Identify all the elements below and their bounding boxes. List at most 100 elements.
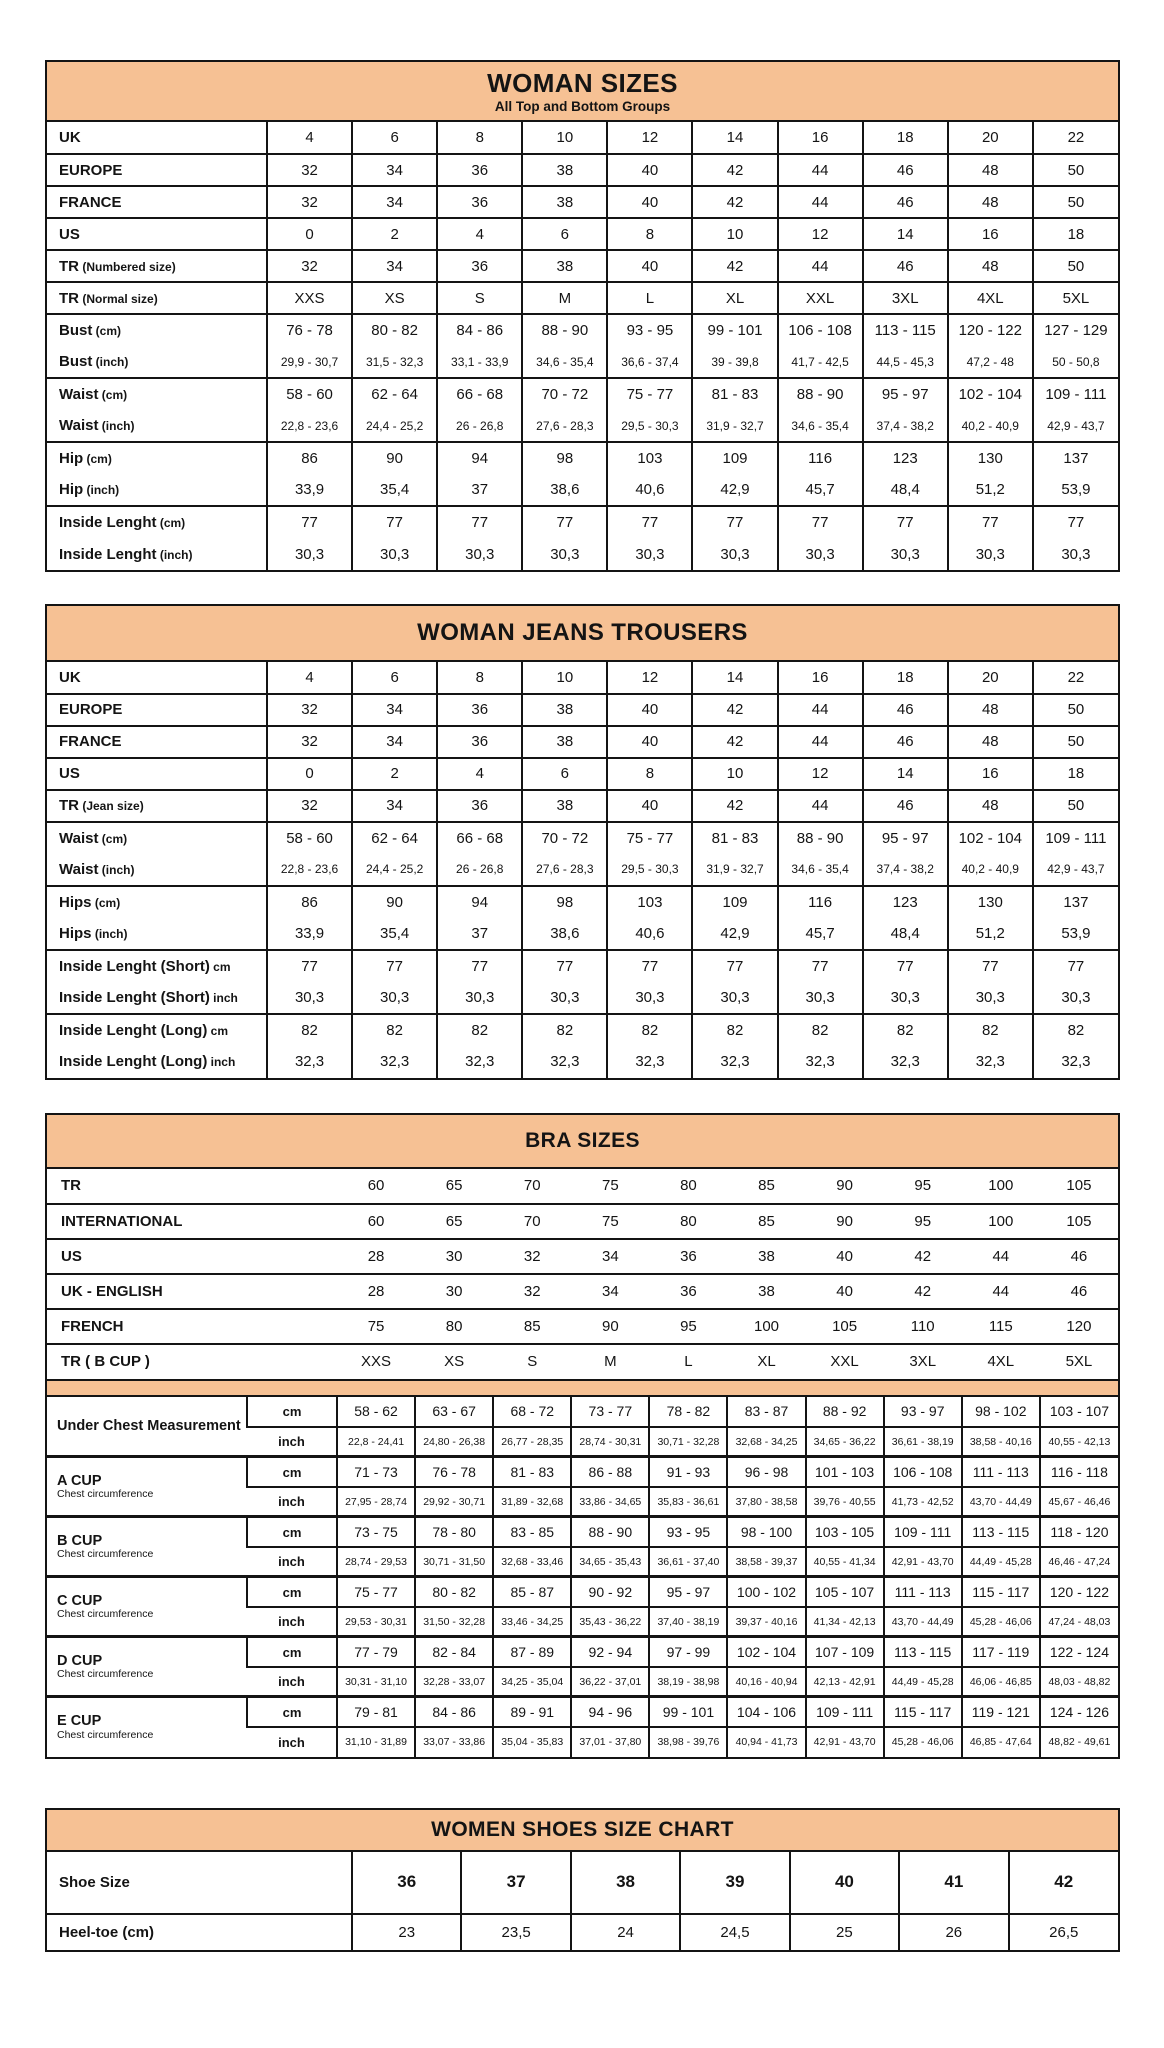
size-cell: 41,73 - 42,52 [882, 1485, 962, 1517]
size-cell: 14 [691, 661, 778, 694]
size-cell: 46 [861, 788, 948, 822]
row-label: Inside Lenght (Long) inch [59, 1053, 236, 1071]
size-cell: 33,1 - 33,9 [436, 346, 523, 379]
size-cell: 28 [337, 1272, 416, 1309]
size-cell: 4 [265, 661, 353, 694]
size-cell: 18 [861, 661, 948, 694]
size-cell: 22 [1031, 122, 1118, 155]
row-label: FRENCH [47, 1307, 337, 1344]
size-cell: 81 - 83 [691, 377, 778, 411]
size-cell: 82 [436, 1012, 523, 1046]
size-cell: 53,9 [1031, 474, 1118, 507]
size-cell: 88 - 90 [570, 1515, 650, 1547]
size-cell: 37 [460, 1851, 571, 1914]
size-cell: 89 - 91 [492, 1695, 572, 1727]
size-cell: 16 [946, 217, 1033, 251]
size-cell: 80 [415, 1307, 494, 1344]
size-cell: 105 - 107 [804, 1575, 884, 1607]
size-cell: 48 [946, 724, 1033, 758]
size-cell: 31,10 - 31,89 [335, 1725, 416, 1757]
size-cell: 48,03 - 48,82 [1038, 1665, 1118, 1697]
size-cell: 65 [445, 1177, 463, 1195]
size-cell: 85 - 87 [492, 1575, 572, 1607]
size-cell: 31,9 - 32,7 [691, 853, 778, 886]
row-label-unit: inch [207, 1055, 236, 1070]
size-cell: 53,9 [1031, 917, 1118, 950]
size-cell: 2 [351, 217, 438, 251]
size-cell: 38,19 - 38,98 [648, 1665, 728, 1697]
row-label: Heel-toe (cm) [47, 1912, 352, 1950]
row-label-unit: cm [209, 959, 231, 974]
size-cell: 105 [1039, 1202, 1118, 1239]
size-cell: 22,8 - 23,6 [265, 410, 353, 443]
shoes-size-table: WOMEN SHOES SIZE CHART Shoe Size 36 37 38 39… [45, 1807, 1120, 1952]
size-cell: 23 [350, 1912, 462, 1950]
size-cell: 24 [569, 1912, 681, 1950]
size-cell: 90 [571, 1307, 650, 1344]
row-label: Bust (inch) [59, 353, 129, 371]
size-cell: 18 [861, 122, 948, 155]
size-cell: 44 [776, 724, 863, 758]
size-cell: 42,91 - 43,70 [882, 1545, 962, 1577]
size-cell: 38 [727, 1237, 806, 1274]
size-cell: 77 [265, 505, 353, 539]
size-cell: 42,9 - 43,7 [1031, 853, 1118, 886]
size-cell: 95 - 97 [648, 1575, 728, 1607]
row-label-unit: (inch) [92, 355, 129, 370]
size-cell: 84 - 86 [436, 313, 523, 347]
size-cell: XXL [776, 281, 863, 315]
size-cell: 40 [606, 249, 693, 283]
size-cell: 75 [571, 1202, 650, 1239]
cup-name: B CUP [57, 1532, 103, 1549]
size-cell: 115 - 117 [882, 1695, 962, 1727]
size-cell: 38,58 - 39,37 [726, 1545, 806, 1577]
row-label: Hips (cm) [47, 884, 267, 918]
row-label: Inside Lenght (inch) [59, 545, 193, 563]
size-cell: 0 [265, 756, 353, 790]
size-cell: 109 [691, 441, 778, 475]
shoes-size-header: WOMEN SHOES SIZE CHART [47, 1809, 1118, 1852]
size-cell: XL [727, 1342, 806, 1379]
size-cell: 29,5 - 30,3 [606, 853, 693, 886]
size-cell: 12 [776, 217, 863, 251]
size-cell: 88 - 90 [521, 313, 608, 347]
size-cell: 40 [805, 1272, 884, 1309]
size-cell: 34,25 - 35,04 [492, 1665, 572, 1697]
size-cell: 40 [606, 692, 693, 726]
size-cell: 38 [521, 249, 608, 283]
size-cell: 36 [436, 249, 523, 283]
cup-label-cell: D CUP Chest circumference [47, 1635, 247, 1697]
table-row: Hips (inch) 33,9 35,4 37 38,6 40,6 42,9 45,7 48,… [47, 917, 1118, 950]
size-cell: 120 - 122 [1038, 1575, 1118, 1607]
size-cell: 48,4 [861, 917, 948, 950]
row-label: Waist (inch) [59, 417, 135, 435]
size-cell: 44 [776, 185, 863, 219]
size-cell: 77 [946, 505, 1033, 539]
row-label-unit: (Jean size) [79, 799, 144, 814]
size-cell: XXS [337, 1342, 416, 1379]
jeans-trousers-grid: UK 4 6 8 10 12 14 16 18 20 22 EUROPE 32 34 36 38 40 42 44 4… [47, 661, 1118, 1078]
size-cell: 36 [436, 788, 523, 822]
row-label-unit: (Normal size) [79, 291, 158, 306]
size-cell: 51,2 [946, 917, 1033, 950]
size-cell: 30,71 - 31,50 [414, 1545, 494, 1577]
cup-row-inch: inch 29,53 - 30,31 31,50 - 32,28 33,46 - 34… [47, 1605, 1118, 1637]
size-cell: 37,40 - 38,19 [648, 1605, 728, 1637]
size-cell: 42 [883, 1272, 962, 1309]
size-cell: 73 - 75 [335, 1515, 416, 1547]
size-cell: 30,3 [1031, 981, 1118, 1014]
row-label: US [47, 1237, 337, 1274]
row-label: Shoe Size [59, 1873, 130, 1891]
size-cell: 70 - 72 [521, 820, 608, 854]
size-cell: 62 - 64 [351, 377, 438, 411]
size-cell: 42 [691, 724, 778, 758]
size-cell: 44 [776, 249, 863, 283]
size-cell: 45,7 [776, 917, 863, 950]
size-cell: 48 [946, 185, 1033, 219]
size-cell: 45,7 [776, 474, 863, 507]
row-label: Hips (inch) [59, 924, 128, 942]
cup-name: C CUP [57, 1592, 103, 1609]
size-cell: 98 - 100 [726, 1515, 806, 1547]
row-label: TR (Numbered size) [47, 249, 267, 283]
size-cell: 130 [946, 884, 1033, 918]
